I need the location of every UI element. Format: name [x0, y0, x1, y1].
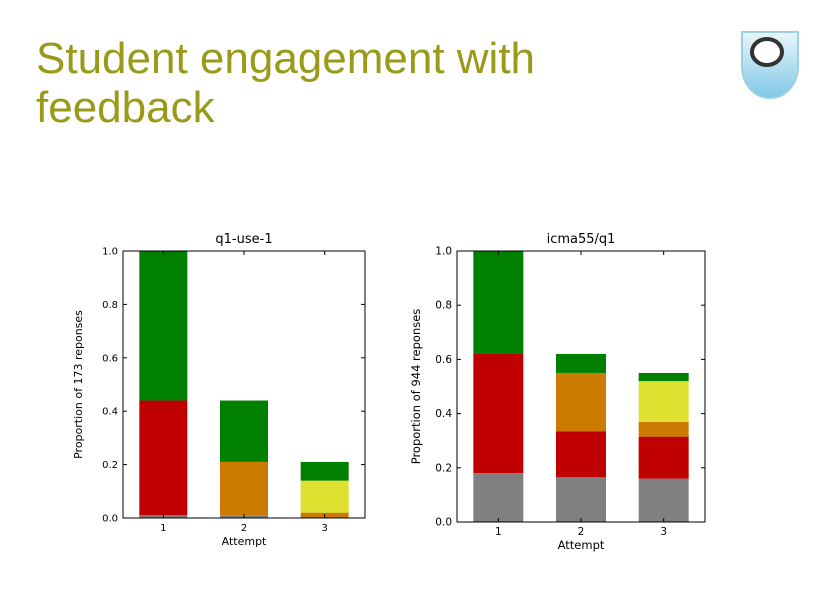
chart-icma55-q1: 0.0 0.2 0.4 0.6 0.8 1.0 1 2 3 icma55/q1 Attempt Pro…	[409, 232, 706, 552]
x-tick-label: 3	[321, 523, 327, 534]
y-tick-label: 0.8	[435, 300, 452, 312]
chart-title: q1-use-1	[215, 232, 272, 247]
bar-segment	[220, 400, 268, 462]
y-tick-label: 0.2	[102, 460, 118, 471]
x-tick-label: 1	[160, 523, 166, 534]
y-axis-label: Proportion of 944 reponses	[409, 309, 423, 465]
bar-segment	[556, 431, 606, 478]
bar-segment	[300, 461, 349, 481]
bar-segment	[139, 400, 188, 516]
bar-segment	[638, 372, 689, 382]
y-tick-label: 1.0	[435, 246, 452, 258]
x-tick-label: 3	[660, 526, 667, 538]
y-tick-label: 0.6	[435, 354, 452, 366]
y-tick-label: 0.0	[435, 517, 452, 529]
y-tick-label: 0.6	[102, 353, 118, 364]
x-tick-label: 2	[578, 526, 585, 538]
y-tick-label: 0.2	[435, 462, 452, 474]
x-tick-label: 2	[241, 523, 247, 534]
x-tick-label: 1	[495, 526, 502, 538]
bar-segment	[556, 372, 606, 432]
slide-title: Student engagement with feedback	[36, 34, 536, 132]
chart-title: icma55/q1	[547, 232, 616, 247]
bar-segment	[473, 353, 524, 474]
y-tick-label: 0.4	[435, 408, 452, 420]
bar-segment	[638, 478, 689, 522]
y-tick-label: 0.0	[102, 514, 118, 525]
bar-segment	[473, 473, 524, 522]
bar-segment	[473, 251, 524, 354]
y-tick-label: 1.0	[102, 247, 118, 258]
chart-q1-use-1: 0.0 0.2 0.4 0.6 0.8 1.0 1 2 3 q1-use-1 Attempt Prop…	[72, 232, 366, 548]
bar-segment	[220, 461, 268, 516]
y-tick-label: 0.4	[102, 407, 118, 418]
bar-segment	[556, 477, 606, 522]
bar-segment	[300, 480, 349, 513]
x-axis-label: Attempt	[558, 538, 605, 552]
bar-segment	[638, 421, 689, 437]
x-axis-label: Attempt	[222, 535, 267, 548]
bar-segment	[638, 436, 689, 479]
bar-segment	[638, 381, 689, 422]
bar-segment	[556, 353, 606, 373]
open-university-shield-logo	[741, 31, 799, 100]
y-axis-label: Proportion of 173 reponses	[72, 310, 85, 459]
y-tick-label: 0.8	[102, 300, 118, 311]
bar-segment	[139, 251, 188, 401]
